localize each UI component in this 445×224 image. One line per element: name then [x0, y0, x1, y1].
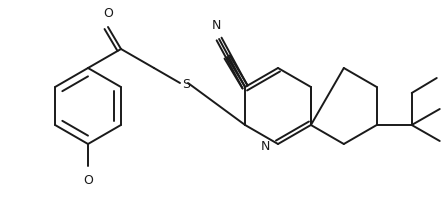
- Text: O: O: [83, 174, 93, 187]
- Text: S: S: [182, 78, 190, 90]
- Text: N: N: [261, 140, 270, 153]
- Text: N: N: [211, 19, 221, 32]
- Text: O: O: [103, 7, 113, 20]
